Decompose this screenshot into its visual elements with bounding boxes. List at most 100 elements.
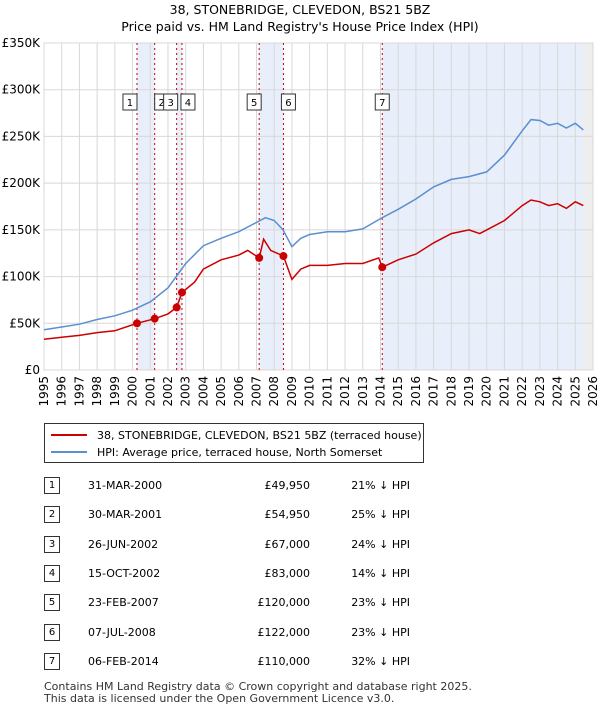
- legend-entry-property: 38, STONEBRIDGE, CLEVEDON, BS21 5BZ (ter…: [51, 427, 422, 443]
- sale-label-box-7: [374, 93, 390, 111]
- y-tick-label: £50K: [9, 316, 41, 330]
- legend-label-hpi: HPI: Average price, terraced house, Nort…: [97, 445, 383, 459]
- sale-date-cell: 26-JUN-2002: [88, 537, 159, 551]
- sale-number-cell: 2: [44, 500, 88, 529]
- hpi-series-line: [43, 118, 584, 331]
- sale-number-cell: 7: [44, 647, 88, 676]
- sale-number-badge: 2: [44, 506, 60, 524]
- sale-point-6: [279, 252, 288, 261]
- sale-number-cell: 4: [44, 559, 88, 588]
- sale-date-cell: 15-OCT-2002: [88, 567, 161, 581]
- sale-label-box-5: [246, 93, 262, 111]
- sale-hpi-cell: 32% ↓ HPI: [351, 654, 410, 668]
- x-tick-label: 2015: [391, 376, 405, 407]
- y-axis-ticks: £0 £50K £100K £150K £200K £250K £300K £350K: [2, 36, 42, 377]
- x-tick-label: 2020: [480, 376, 494, 407]
- y-tick-label: £300K: [2, 83, 42, 97]
- sale-label-box-1: [122, 93, 138, 111]
- x-tick-label: 2006: [232, 376, 246, 407]
- sale-number-cell: 1: [44, 471, 88, 500]
- sale-hpi-cell: 23% ↓ HPI: [351, 596, 410, 610]
- x-tick-label: 2004: [196, 376, 210, 407]
- shaded-period-2: [176, 43, 182, 370]
- chart-subtitle: Price paid vs. HM Land Registry's House …: [121, 19, 478, 34]
- shaded-period-3: [259, 43, 284, 370]
- sale-point-1: [132, 319, 141, 328]
- sale-label-3: 3: [167, 98, 173, 109]
- table-row: 6 07-JUL-2008 £122,000 23% ↓ HPI: [44, 617, 410, 646]
- sale-number-cell: 6: [44, 617, 88, 646]
- table-row: 3 26-JUN-2002 £67,000 24% ↓ HPI: [44, 530, 410, 559]
- sale-point-3: [172, 303, 181, 312]
- x-tick-label: 2026: [586, 376, 600, 407]
- x-tick-label: 2024: [551, 376, 565, 407]
- sale-price-cell: £49,950: [264, 479, 311, 493]
- y-tick-label: £0: [25, 363, 40, 377]
- y-tick-label: £100K: [2, 270, 42, 284]
- y-tick-label: £350K: [2, 36, 42, 50]
- x-tick-label: 2022: [515, 376, 529, 407]
- x-tick-label: 2012: [338, 376, 352, 407]
- x-tick-label: 1999: [108, 376, 122, 407]
- sale-number-badge: 5: [44, 594, 60, 612]
- sale-point-7: [378, 263, 387, 272]
- legend-label-property: 38, STONEBRIDGE, CLEVEDON, BS21 5BZ (ter…: [97, 428, 422, 442]
- sale-date-cell: 30-MAR-2001: [88, 508, 163, 522]
- x-tick-label: 2001: [143, 376, 157, 407]
- table-row: 2 30-MAR-2001 £54,950 25% ↓ HPI: [44, 500, 410, 529]
- sale-price-cell: £120,000: [257, 596, 311, 610]
- sale-point-markers: [132, 252, 387, 328]
- table-row: 1 31-MAR-2000 £49,950 21% ↓ HPI: [44, 471, 410, 500]
- x-tick-label: 2010: [303, 376, 317, 407]
- x-tick-label: 1998: [90, 376, 104, 407]
- sale-price-cell: £83,000: [264, 567, 311, 581]
- sales-table: 1 31-MAR-2000 £49,950 21% ↓ HPI 2 30-MAR-2001…: [44, 471, 410, 676]
- x-tick-label: 1995: [37, 376, 51, 407]
- x-tick-label: 2005: [214, 376, 228, 407]
- sale-hpi-cell: 21% ↓ HPI: [351, 479, 410, 493]
- x-tick-label: 2013: [356, 376, 370, 407]
- sale-label-box-6: [280, 93, 296, 111]
- sale-point-5: [255, 253, 264, 262]
- sale-number-cell: 3: [44, 530, 88, 559]
- legend-entry-hpi: HPI: Average price, terraced house, Nort…: [51, 444, 382, 460]
- sale-hpi-cell: 23% ↓ HPI: [351, 625, 410, 639]
- table-row: 4 15-OCT-2002 £83,000 14% ↓ HPI: [44, 559, 410, 588]
- x-tick-label: 2019: [462, 376, 476, 407]
- x-tick-label: 2011: [320, 376, 334, 407]
- forecast-region: [583, 43, 593, 370]
- sale-number-badge: 7: [44, 652, 60, 670]
- sale-hpi-cell: 25% ↓ HPI: [351, 508, 410, 522]
- x-tick-label: 1997: [72, 376, 86, 407]
- price-chart: 38, STONEBRIDGE, CLEVEDON, BS21 5BZ Pric…: [2, 2, 600, 407]
- x-tick-label: 2002: [161, 376, 175, 407]
- series-lines: [43, 118, 584, 340]
- sale-date-cell: 31-MAR-2000: [88, 479, 163, 493]
- sale-number-badge: 1: [44, 477, 60, 495]
- footer-licence: This data is licensed under the Open Gov…: [44, 692, 395, 705]
- footer-copyright: Contains HM Land Registry data © Crown c…: [44, 680, 472, 693]
- table-row: 7 06-FEB-2014 £110,000 32% ↓ HPI: [44, 647, 410, 676]
- sale-label-box-3: [163, 93, 179, 111]
- x-tick-label: 2018: [444, 376, 458, 407]
- sale-point-2: [150, 314, 159, 323]
- sale-label-box-4: [180, 93, 196, 111]
- table-row: 5 23-FEB-2007 £120,000 23% ↓ HPI: [44, 588, 410, 617]
- sale-price-cell: £54,950: [264, 508, 311, 522]
- x-tick-label: 2023: [533, 376, 547, 407]
- sale-date-cell: 06-FEB-2014: [88, 654, 159, 668]
- sale-number-badge: 6: [44, 623, 60, 641]
- x-tick-label: 2016: [409, 376, 423, 407]
- footer-notice: Contains HM Land Registry data © Crown c…: [44, 681, 472, 705]
- x-tick-label: 2025: [568, 376, 582, 407]
- legend-swatch-property: [51, 434, 87, 436]
- sale-date-cell: 23-FEB-2007: [88, 596, 159, 610]
- sale-number-cell: 5: [44, 588, 88, 617]
- sale-label-4: 4: [185, 98, 191, 109]
- property-series-line: [43, 199, 584, 340]
- x-tick-label: 2017: [427, 376, 441, 407]
- chart-title: 38, STONEBRIDGE, CLEVEDON, BS21 5BZ: [170, 2, 431, 17]
- sale-label-5: 5: [251, 98, 257, 109]
- sale-label-7: 7: [379, 98, 385, 109]
